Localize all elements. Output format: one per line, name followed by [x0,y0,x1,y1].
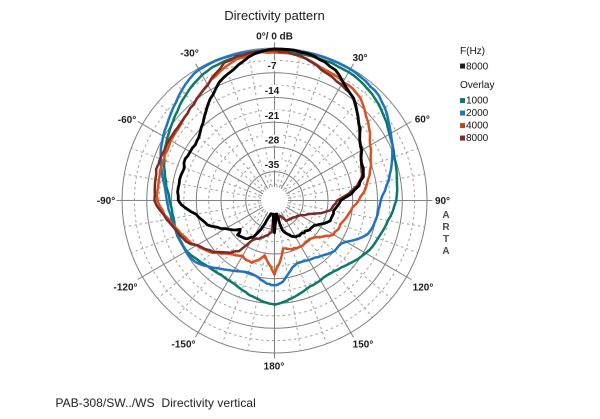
svg-text:1000: 1000 [466,96,489,107]
svg-text:0°/ 0 dB: 0°/ 0 dB [256,31,293,42]
svg-text:-30°: -30° [180,48,198,59]
svg-text:8000: 8000 [466,62,489,73]
svg-text:4000: 4000 [466,121,489,132]
svg-text:8000: 8000 [466,133,489,144]
svg-text:-60°: -60° [118,115,136,126]
svg-text:-14: -14 [265,86,280,97]
svg-text:-7: -7 [268,61,277,72]
svg-text:30°: 30° [352,53,367,64]
svg-text:150°: 150° [353,340,374,351]
svg-text:-90°: -90° [97,196,115,207]
svg-text:R: R [442,222,450,233]
svg-text:60°: 60° [415,115,430,126]
svg-text:90°: 90° [435,196,450,207]
svg-text:-28: -28 [265,135,280,146]
svg-text:-35: -35 [265,160,280,171]
svg-text:A: A [442,246,449,257]
svg-text:-150°: -150° [171,339,195,350]
svg-text:Overlay: Overlay [460,80,494,91]
svg-text:180°: 180° [264,361,285,372]
svg-text:120°: 120° [413,283,434,294]
svg-text:A: A [442,210,449,221]
svg-text:2000: 2000 [466,108,489,119]
svg-text:F(Hz): F(Hz) [460,46,485,57]
svg-text:-120°: -120° [113,282,137,293]
svg-text:-21: -21 [265,111,280,122]
svg-text:T: T [443,234,449,245]
